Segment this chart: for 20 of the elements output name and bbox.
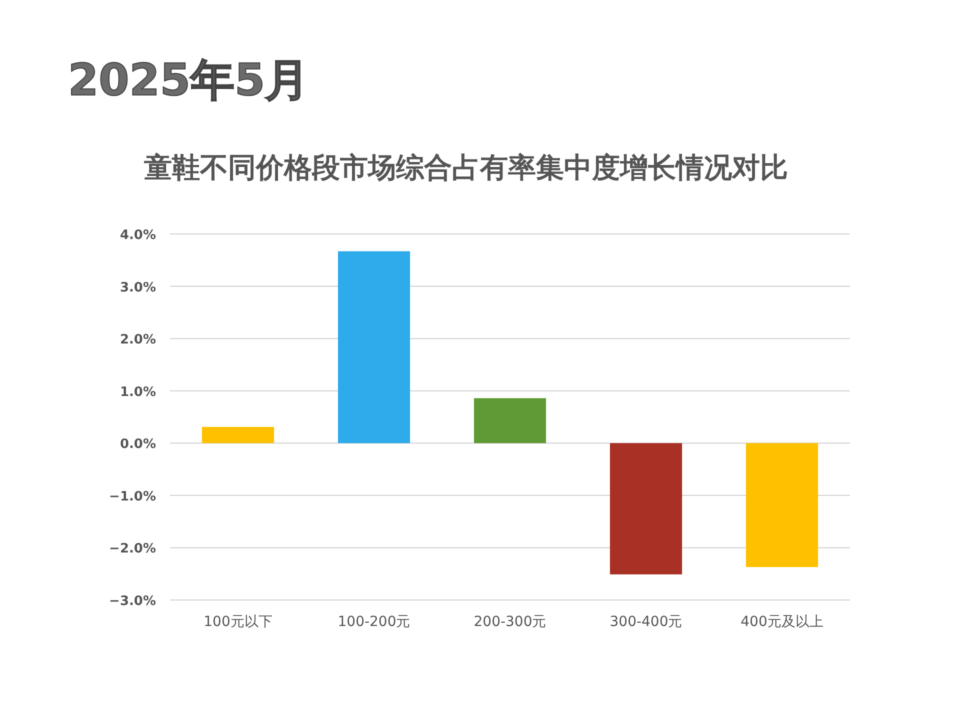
y-tick-label: −1.0% bbox=[109, 489, 156, 504]
y-tick-label: 0.0% bbox=[120, 437, 156, 452]
x-tick-label: 100-200元 bbox=[338, 614, 410, 630]
x-tick-label: 400元及以上 bbox=[740, 614, 824, 630]
y-tick-label: 1.0% bbox=[120, 384, 156, 400]
chart-title: 童鞋不同价格段市场综合占有率集中度增长情况对比 bbox=[143, 151, 788, 184]
bar bbox=[610, 443, 682, 574]
y-tick-label: −2.0% bbox=[109, 542, 156, 557]
y-tick-label: 3.0% bbox=[120, 280, 156, 296]
bar bbox=[746, 443, 818, 568]
x-tick-label: 300-400元 bbox=[610, 614, 682, 630]
chart-subtitle: 2025年5月 bbox=[68, 55, 310, 106]
y-tick-label: 2.0% bbox=[120, 332, 156, 348]
bar bbox=[202, 426, 274, 444]
x-tick-label: 200-300元 bbox=[474, 614, 546, 630]
y-tick-label: 4.0% bbox=[120, 228, 156, 243]
x-tick-label: 100元以下 bbox=[204, 614, 272, 630]
bar bbox=[338, 251, 410, 444]
y-tick-label: −3.0% bbox=[109, 594, 156, 609]
bar bbox=[474, 398, 546, 444]
